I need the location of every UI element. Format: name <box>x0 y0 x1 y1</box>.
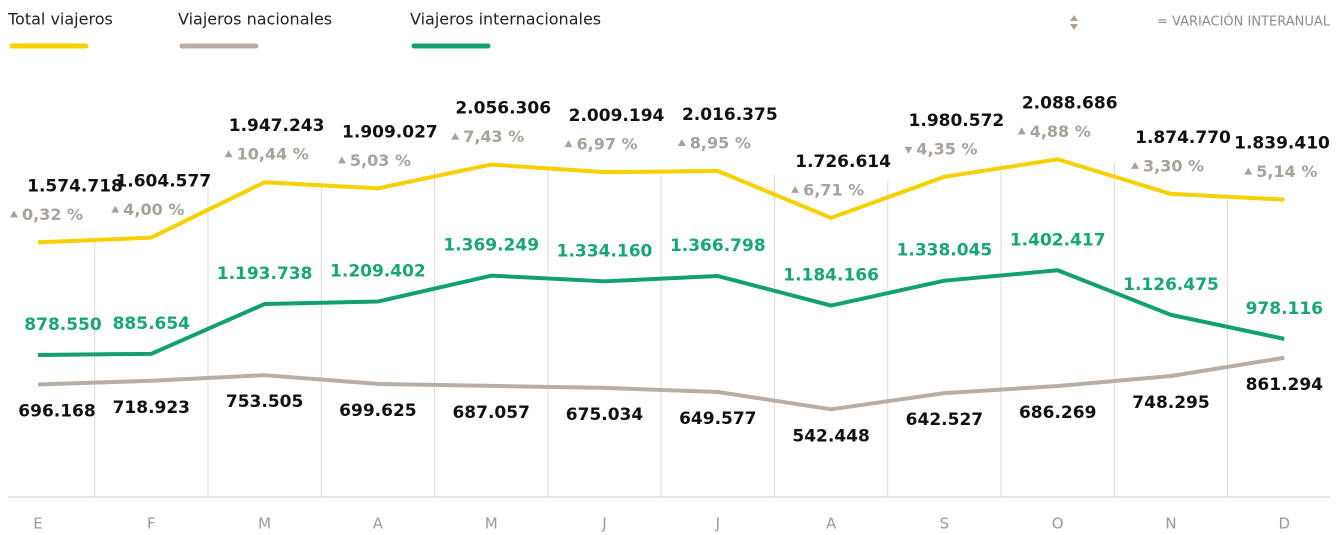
variation-label: 8,95 % <box>690 134 751 153</box>
x-tick-label: M <box>258 515 271 533</box>
x-tick-label: A <box>826 515 837 533</box>
value-label: 978.116 <box>1246 299 1323 319</box>
variation-label: 7,43 % <box>463 127 524 146</box>
legend-label: Viajeros nacionales <box>178 10 332 29</box>
value-label: 885.654 <box>113 314 191 334</box>
value-label: 748.295 <box>1132 393 1209 413</box>
x-tick-label: E <box>33 515 42 533</box>
x-tick-label: J <box>715 515 720 533</box>
variation-arrow <box>1017 127 1026 135</box>
value-label: 1.334.160 <box>557 241 653 261</box>
variation-arrow <box>10 210 18 218</box>
variation-arrow <box>564 140 573 148</box>
value-label: 542.448 <box>792 426 869 446</box>
variation-arrow <box>224 150 233 158</box>
value-label: 1.126.475 <box>1123 275 1219 295</box>
variation-label: 6,97 % <box>577 135 638 154</box>
value-label: 675.034 <box>566 405 644 425</box>
value-label: 718.923 <box>113 398 190 418</box>
variation-label: 5,14 % <box>1256 162 1317 181</box>
x-tick-label: F <box>147 515 156 533</box>
series-line <box>37 268 1285 357</box>
variation-arrow <box>451 132 460 140</box>
x-tick-label: J <box>601 515 606 533</box>
value-label: 1.909.027 <box>342 122 438 142</box>
variation-label: 6,71 % <box>803 180 864 199</box>
variation-label: 0,32 % <box>22 205 83 224</box>
legend-note: = VARIACIÓN INTERANUAL <box>1157 14 1331 30</box>
variation-label: 10,44 % <box>237 145 309 164</box>
down-arrow-icon <box>1070 24 1078 30</box>
series-line <box>37 157 1285 245</box>
legend-label: Viajeros internacionales <box>410 10 601 29</box>
value-label: 1.874.770 <box>1135 128 1231 148</box>
variation-arrow <box>1131 161 1139 169</box>
value-label: 1.366.798 <box>670 236 766 256</box>
variation-arrow <box>791 185 800 193</box>
x-tick-label: S <box>940 515 950 533</box>
value-label: 1.726.614 <box>795 152 891 172</box>
value-label: 2.088.686 <box>1022 93 1118 113</box>
x-tick-label: O <box>1052 515 1064 533</box>
value-label: 753.505 <box>226 392 303 412</box>
value-label: 687.057 <box>452 403 529 423</box>
series-line <box>37 355 1285 412</box>
variation-label: 4,35 % <box>916 139 977 158</box>
value-label: 2.016.375 <box>682 105 778 125</box>
variation-arrow <box>677 139 686 147</box>
value-label: 1.209.402 <box>330 261 426 281</box>
variation-arrow <box>111 205 120 213</box>
variation-label: 4,00 % <box>123 200 184 219</box>
x-tick-label: M <box>485 515 498 533</box>
value-label: 878.550 <box>24 315 102 335</box>
value-label: 1.184.166 <box>783 266 879 286</box>
value-label: 686.269 <box>1019 403 1096 423</box>
up-arrow-icon <box>1070 15 1078 21</box>
variation-arrow <box>337 156 346 164</box>
value-label: 1.604.577 <box>115 172 211 192</box>
x-tick-label: D <box>1279 515 1291 533</box>
legend-label: Total viajeros <box>7 10 113 29</box>
value-label: 1.338.045 <box>897 241 993 261</box>
value-label: 1.369.249 <box>443 236 539 256</box>
value-label: 699.625 <box>339 401 416 421</box>
value-label: 649.577 <box>679 409 756 429</box>
value-label: 696.168 <box>18 401 95 421</box>
variation-arrow <box>904 146 913 154</box>
x-tick-label: A <box>373 515 384 533</box>
value-label: 861.294 <box>1246 375 1324 395</box>
value-label: 2.056.306 <box>455 99 551 119</box>
variation-label: 5,03 % <box>350 151 411 170</box>
variation-arrow <box>1244 167 1253 175</box>
value-label: 1.574.718 <box>27 176 123 196</box>
variation-label: 3,30 % <box>1143 156 1204 175</box>
value-label: 1.839.410 <box>1234 134 1330 154</box>
value-label: 1.980.572 <box>909 111 1005 131</box>
value-label: 642.527 <box>906 410 983 430</box>
value-label: 1.193.738 <box>217 264 313 284</box>
value-label: 2.009.194 <box>569 106 665 126</box>
x-tick-label: N <box>1165 515 1176 533</box>
variation-label: 4,88 % <box>1030 122 1091 141</box>
value-label: 1.402.417 <box>1010 230 1106 250</box>
variation-icon <box>1070 15 1078 30</box>
value-label: 1.947.243 <box>229 116 325 136</box>
